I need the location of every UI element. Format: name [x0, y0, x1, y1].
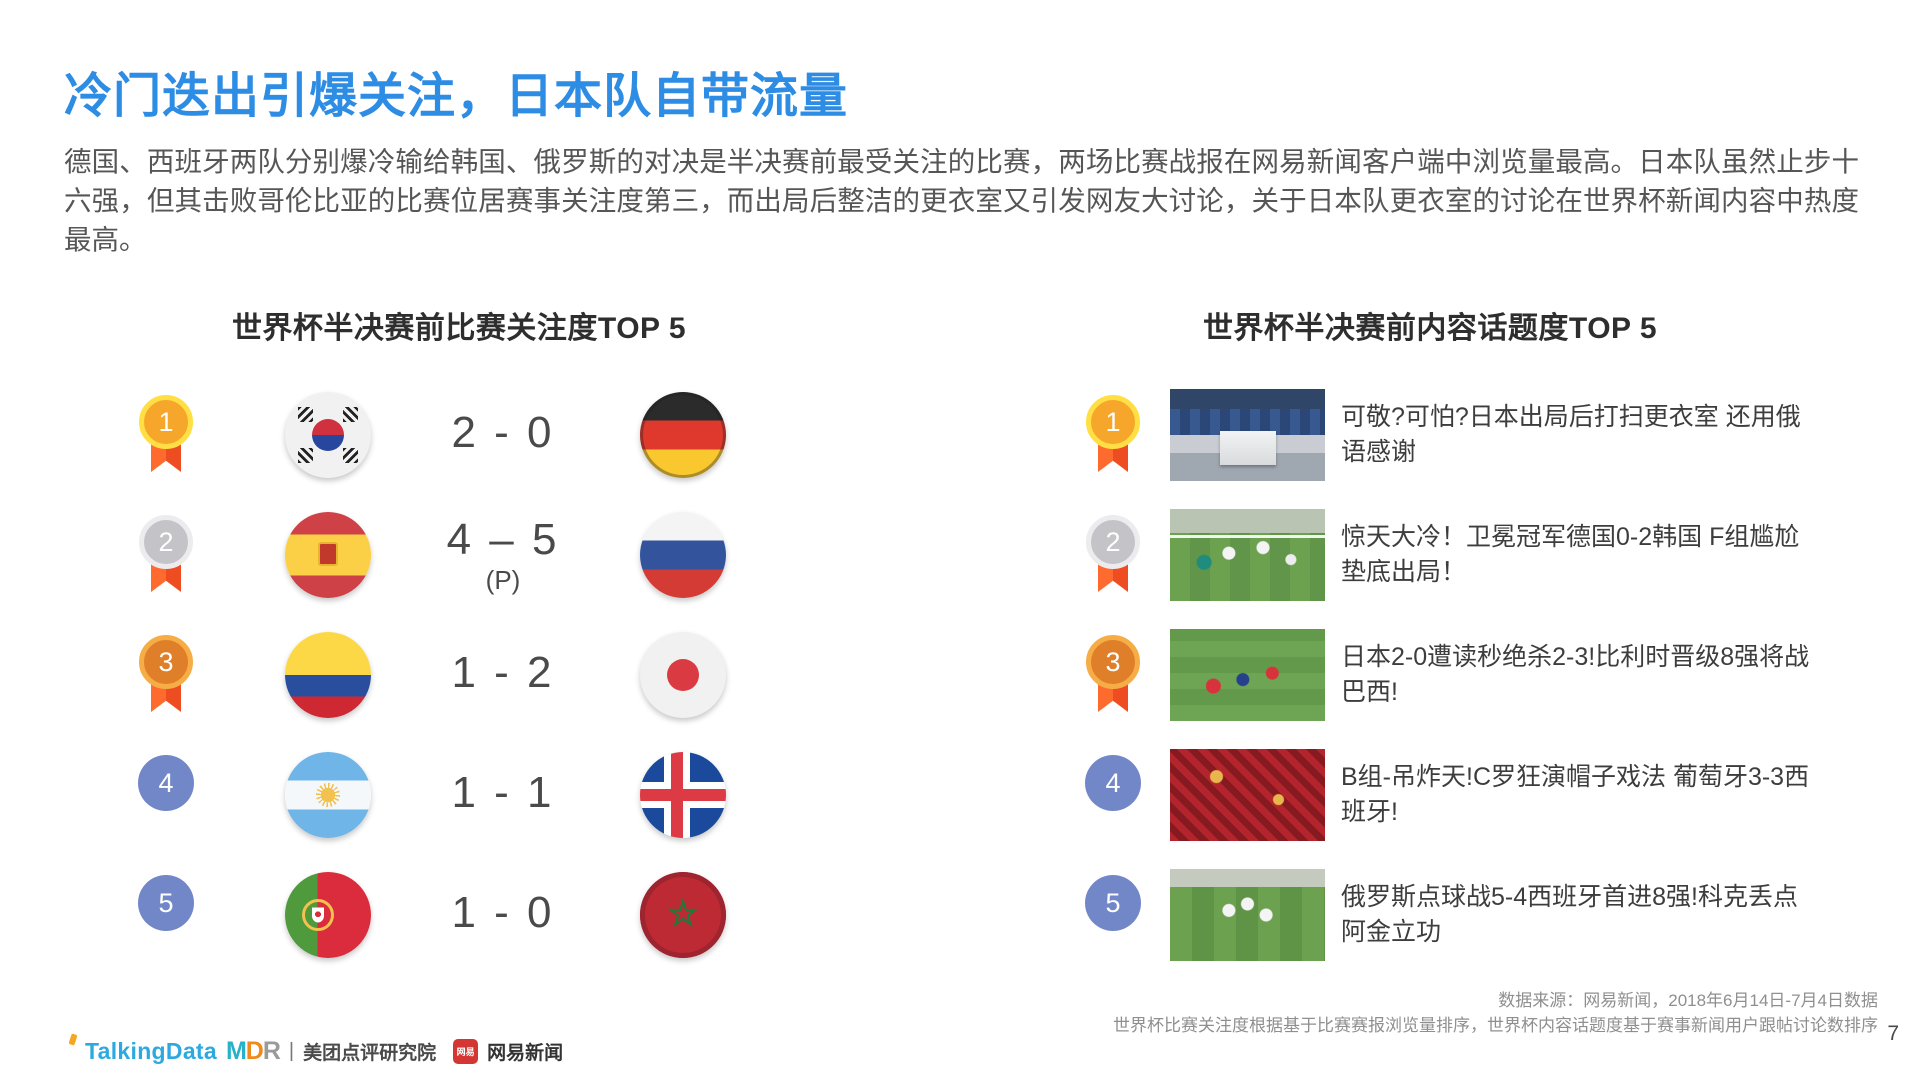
match-score: 4 – 5: [446, 514, 560, 564]
team-flag-icon: [640, 632, 726, 718]
mdr-letter-d: D: [245, 1036, 264, 1065]
match-row: 4 1 - 1: [64, 735, 748, 855]
news-headline: 惊天大冷！卫冕冠军德国0-2韩国 F组尴尬垫底出局！: [1341, 523, 1800, 586]
news-headline: 俄罗斯点球战5-4西班牙首进8强!科克丢点阿金立功: [1341, 883, 1798, 946]
rank-number: 5: [138, 875, 194, 931]
news-row: 2 惊天大冷！卫冕冠军德国0-2韩国 F组尴尬垫底出局！: [1058, 495, 1811, 615]
logo-divider: |: [288, 1039, 295, 1062]
rank-badge: 2: [1081, 515, 1145, 595]
source-line-2: 世界杯比赛关注度根据基于比赛赛报浏览量排序，世界杯内容话题度基于赛事新闻用户跟帖…: [1113, 1016, 1878, 1035]
netease-badge-icon: 网易: [453, 1038, 479, 1064]
rank-badge: 2: [134, 515, 198, 595]
talkingdata-tick-icon: [68, 1033, 78, 1046]
team-flag-icon: [640, 392, 726, 478]
match-ranking-list: 1 2 - 0 2 4 – 5 (P) 3 1 - 2 4 1 - 1 5 1: [64, 375, 748, 975]
rank-number: 5: [1085, 875, 1141, 931]
page-number: 7: [1887, 1022, 1899, 1045]
news-thumbnail: [1170, 749, 1325, 841]
news-row: 5 俄罗斯点球战5-4西班牙首进8强!科克丢点阿金立功: [1058, 855, 1811, 975]
data-source-note: 数据来源：网易新闻，2018年6月14日-7月4日数据 世界杯比赛关注度根据基于…: [1113, 988, 1878, 1038]
rank-badge: 5: [134, 875, 198, 955]
team-flag-icon: [285, 392, 371, 478]
rank-number: 1: [1086, 395, 1140, 449]
rank-badge: 4: [134, 755, 198, 835]
rank-number: 3: [139, 635, 193, 689]
news-thumbnail: [1170, 389, 1325, 481]
match-score: 1 - 1: [451, 767, 555, 817]
source-line-1: 数据来源：网易新闻，2018年6月14日-7月4日数据: [1498, 991, 1878, 1010]
news-row: 4 B组-吊炸天!C罗狂演帽子戏法 葡萄牙3-3西班牙!: [1058, 735, 1811, 855]
rank-badge: 5: [1081, 875, 1145, 955]
rank-badge: 1: [1081, 395, 1145, 475]
page-title: 冷门迭出引爆关注，日本队自带流量: [64, 70, 849, 123]
match-row: 3 1 - 2: [64, 615, 748, 735]
rank-number: 1: [139, 395, 193, 449]
team-flag-icon: [285, 632, 371, 718]
rank-badge: 4: [1081, 755, 1145, 835]
rank-number: 4: [138, 755, 194, 811]
right-panel-title: 世界杯半决赛前内容话题度TOP 5: [1202, 312, 1658, 345]
match-score: 1 - 2: [451, 647, 555, 697]
team-flag-icon: [640, 512, 726, 598]
news-thumbnail: [1170, 629, 1325, 721]
rank-number: 4: [1085, 755, 1141, 811]
talkingdata-logo: TalkingData: [85, 1037, 217, 1064]
meituan-dianping-logo: 美团点评研究院: [303, 1042, 437, 1064]
news-headline: B组-吊炸天!C罗狂演帽子戏法 葡萄牙3-3西班牙!: [1341, 763, 1810, 826]
topic-ranking-list: 1 可敬?可怕?日本出局后打扫更衣室 还用俄语感谢 2 惊天大冷！卫冕冠军德国0…: [1058, 375, 1811, 975]
team-flag-icon: [640, 872, 726, 958]
news-row: 1 可敬?可怕?日本出局后打扫更衣室 还用俄语感谢: [1058, 375, 1811, 495]
rank-number: 3: [1086, 635, 1140, 689]
team-flag-icon: [640, 752, 726, 838]
team-flag-icon: [285, 872, 371, 958]
news-headline: 日本2-0遭读秒绝杀2-3!比利时晋级8强将战巴西!: [1341, 643, 1810, 706]
netease-news-logo: 网易新闻: [487, 1042, 564, 1064]
mdr-letter-m: M: [225, 1036, 247, 1065]
rank-badge: 3: [1081, 635, 1145, 715]
team-flag-icon: [285, 752, 371, 838]
match-row: 2 4 – 5 (P): [64, 495, 748, 615]
match-score: 2 - 0: [451, 407, 555, 457]
team-flag-icon: [285, 512, 371, 598]
news-headline: 可敬?可怕?日本出局后打扫更衣室 还用俄语感谢: [1341, 403, 1801, 466]
match-row: 1 2 - 0: [64, 375, 748, 495]
news-thumbnail: [1170, 509, 1325, 601]
match-row: 5 1 - 0: [64, 855, 748, 975]
rank-number: 2: [139, 515, 193, 569]
rank-number: 2: [1086, 515, 1140, 569]
news-thumbnail: [1170, 869, 1325, 961]
news-row: 3 日本2-0遭读秒绝杀2-3!比利时晋级8强将战巴西!: [1058, 615, 1811, 735]
match-score: 1 - 0: [451, 887, 555, 937]
penalty-note: (P): [485, 564, 521, 595]
rank-badge: 3: [134, 635, 198, 715]
rank-badge: 1: [134, 395, 198, 475]
mdr-letter-r: R: [262, 1036, 281, 1065]
left-panel-title: 世界杯半决赛前比赛关注度TOP 5: [231, 312, 687, 345]
intro-paragraph: 德国、西班牙两队分别爆冷输给韩国、俄罗斯的对决是半决赛前最受关注的比赛，两场比赛…: [64, 146, 1859, 255]
